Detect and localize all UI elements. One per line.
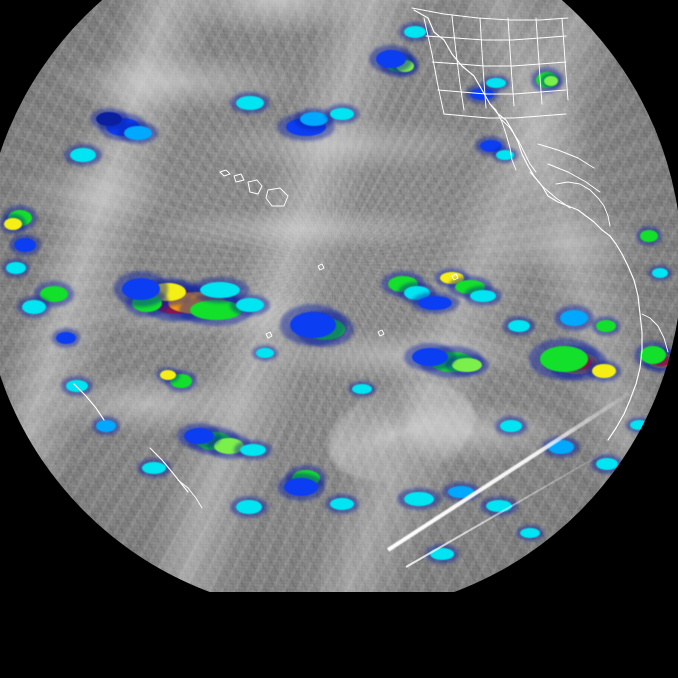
- convection-cell: [508, 320, 530, 332]
- convection-cell: [544, 76, 558, 86]
- convection-cell: [430, 548, 454, 560]
- convection-cell: [122, 278, 160, 300]
- convection-cell: [630, 420, 648, 430]
- earth-disk: [0, 0, 678, 592]
- convection-cell: [236, 298, 264, 312]
- convection-cell: [376, 50, 406, 68]
- convection-cell: [596, 320, 616, 332]
- convection-cell: [452, 358, 482, 372]
- convection-cell: [592, 364, 616, 378]
- convection-cell: [66, 380, 88, 392]
- convection-cell: [160, 370, 176, 380]
- geography-overlay: [0, 0, 678, 592]
- convection-cell: [352, 384, 372, 394]
- convection-cell: [170, 374, 192, 388]
- convection-cell: [240, 444, 266, 456]
- convection-cell: [596, 458, 618, 470]
- convection-cell: [142, 462, 166, 474]
- footer-bar: NOAA 14 Apr 2026 15:10Z - NOAA/NESDIS/ST…: [0, 592, 678, 678]
- convection-cell: [22, 300, 46, 314]
- convection-cell: [418, 296, 452, 310]
- frontal-band-layer: [0, 0, 678, 592]
- convection-cell: [236, 96, 264, 110]
- convection-cell: [500, 420, 522, 432]
- convection-cell: [640, 346, 666, 364]
- convection-cell: [214, 438, 244, 454]
- convection-cell: [540, 346, 588, 372]
- convection-cell: [480, 140, 502, 152]
- convection-cell: [652, 268, 668, 278]
- convection-cell: [70, 148, 96, 162]
- convection-cell: [56, 332, 76, 344]
- convection-cell: [404, 492, 434, 506]
- convection-cell: [300, 112, 328, 126]
- convection-cell: [560, 310, 588, 326]
- convection-overlay: [0, 22, 678, 564]
- convection-cell: [404, 26, 426, 38]
- convection-cell: [440, 272, 464, 284]
- convection-cell: [412, 348, 448, 366]
- convection-cell: [200, 282, 240, 298]
- convection-cell: [640, 230, 658, 242]
- convection-cell: [520, 528, 540, 538]
- convection-cell: [40, 286, 68, 302]
- convection-cell: [496, 150, 514, 160]
- convection-cell: [124, 126, 152, 140]
- convection-cell: [330, 498, 354, 510]
- convection-cell: [470, 290, 496, 302]
- convection-cell: [236, 500, 262, 514]
- convection-cell: [4, 218, 22, 230]
- ir-noise-layer: [0, 0, 678, 592]
- cloud-field-layer: [0, 0, 678, 592]
- convection-cell: [96, 420, 116, 432]
- convection-cell: [6, 262, 26, 274]
- convection-cell: [486, 78, 506, 88]
- convection-cell: [190, 300, 242, 320]
- goes-full-disk-image: [0, 0, 678, 592]
- convection-cell: [330, 108, 354, 120]
- convection-cell: [14, 238, 36, 252]
- convection-cell: [290, 312, 336, 338]
- convection-cell: [184, 428, 214, 444]
- convection-cell: [96, 112, 122, 126]
- convection-cell: [256, 348, 274, 358]
- convection-cell: [284, 478, 318, 496]
